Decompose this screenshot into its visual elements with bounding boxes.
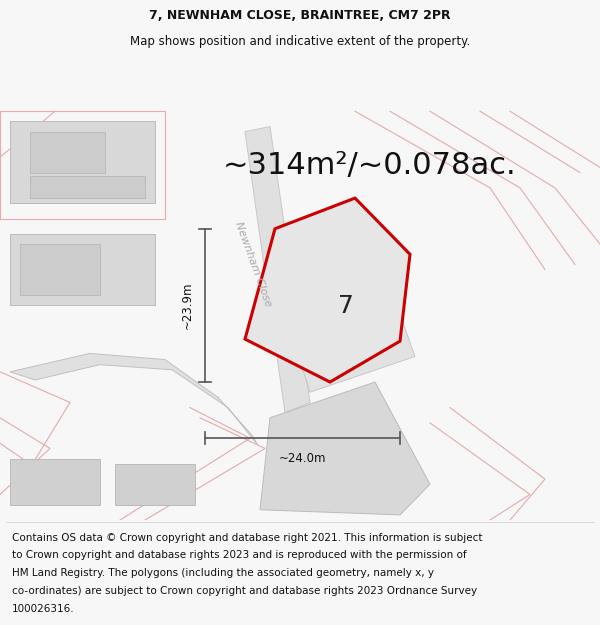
Text: to Crown copyright and database rights 2023 and is reproduced with the permissio: to Crown copyright and database rights 2…: [12, 551, 467, 561]
Polygon shape: [115, 464, 195, 504]
Polygon shape: [10, 234, 155, 306]
Text: HM Land Registry. The polygons (including the associated geometry, namely x, y: HM Land Registry. The polygons (includin…: [12, 568, 434, 578]
Text: ~23.9m: ~23.9m: [181, 282, 193, 329]
Text: 7: 7: [338, 294, 354, 318]
Text: Contains OS data © Crown copyright and database right 2021. This information is : Contains OS data © Crown copyright and d…: [12, 532, 482, 542]
Polygon shape: [10, 353, 258, 446]
Polygon shape: [260, 382, 430, 515]
Text: co-ordinates) are subject to Crown copyright and database rights 2023 Ordnance S: co-ordinates) are subject to Crown copyr…: [12, 586, 477, 596]
Polygon shape: [30, 176, 145, 198]
Polygon shape: [30, 132, 105, 173]
Text: Newnham Close: Newnham Close: [233, 221, 273, 309]
Text: 7, NEWNHAM CLOSE, BRAINTREE, CM7 2PR: 7, NEWNHAM CLOSE, BRAINTREE, CM7 2PR: [149, 9, 451, 22]
Polygon shape: [245, 198, 410, 382]
Polygon shape: [10, 459, 100, 504]
Polygon shape: [245, 126, 310, 412]
Polygon shape: [270, 244, 415, 392]
Polygon shape: [10, 121, 155, 203]
Polygon shape: [20, 244, 100, 295]
Text: Map shows position and indicative extent of the property.: Map shows position and indicative extent…: [130, 35, 470, 48]
Text: ~314m²/~0.078ac.: ~314m²/~0.078ac.: [223, 151, 517, 180]
Text: 100026316.: 100026316.: [12, 604, 74, 614]
Text: ~24.0m: ~24.0m: [279, 452, 326, 465]
